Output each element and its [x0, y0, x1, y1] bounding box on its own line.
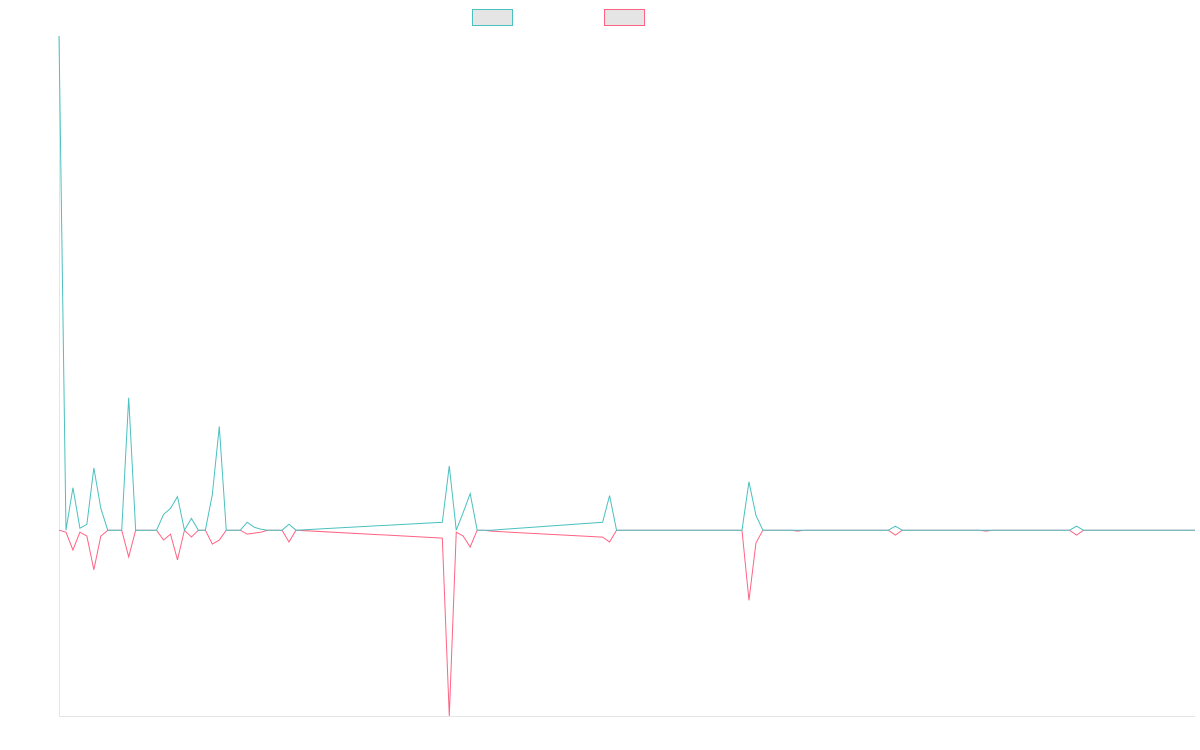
legend-swatch [472, 9, 513, 26]
line-series [58, 529, 1195, 717]
line-series [58, 35, 1195, 532]
legend-swatch [604, 9, 645, 26]
